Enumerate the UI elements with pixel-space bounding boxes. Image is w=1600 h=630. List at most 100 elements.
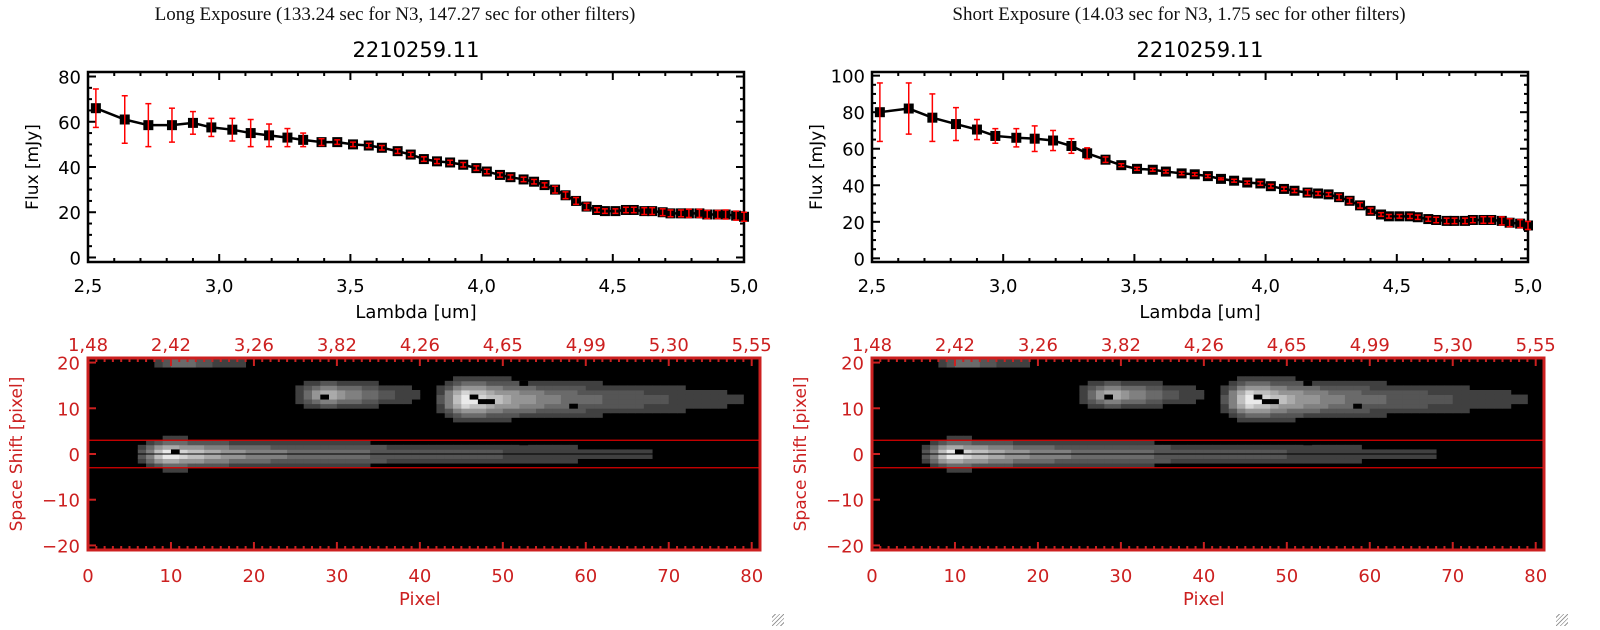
image-pixel xyxy=(1270,390,1279,395)
image-pixel xyxy=(1029,444,1039,450)
image-pixel xyxy=(303,444,313,450)
image-pixel xyxy=(1311,390,1321,395)
image-pixel xyxy=(569,390,578,395)
image-pixel xyxy=(270,440,280,446)
image-pixel xyxy=(502,444,512,450)
image-pixel xyxy=(469,408,479,414)
image-pixel xyxy=(461,403,471,409)
resize-grip[interactable] xyxy=(1556,614,1568,626)
top-axis-tick-label: 3,82 xyxy=(1101,335,1141,356)
image-pixel xyxy=(1502,403,1512,409)
image-pixel xyxy=(996,458,1006,464)
image-pixel xyxy=(494,444,504,450)
image-pixel xyxy=(1394,449,1404,455)
image-pixel xyxy=(1386,449,1396,455)
y-tick-label: 0 xyxy=(854,249,865,270)
error-bar xyxy=(145,102,152,148)
image-pixel xyxy=(1071,454,1080,459)
image-pixel xyxy=(162,358,172,363)
image-pixel xyxy=(1494,403,1503,409)
image-pixel xyxy=(262,444,271,450)
resize-grip[interactable] xyxy=(772,614,784,626)
image-pixel xyxy=(253,463,263,469)
image-pixel xyxy=(394,444,404,450)
error-bar xyxy=(284,127,291,148)
image-pixel xyxy=(320,440,329,446)
image-pixel xyxy=(1046,444,1055,450)
x-axis-label: Lambda [um] xyxy=(1139,302,1260,323)
image-pixel xyxy=(938,362,948,368)
image-pixel xyxy=(1295,444,1304,450)
image-pixel xyxy=(1270,394,1279,400)
image-pixel xyxy=(1170,454,1180,459)
image-pixel xyxy=(519,390,529,395)
image-pixel xyxy=(643,399,653,405)
image-pixel xyxy=(1104,390,1113,395)
image-pixel xyxy=(544,394,553,400)
image-pixel xyxy=(502,454,512,459)
image-pixel xyxy=(179,435,188,441)
image-pixel xyxy=(469,449,479,455)
image-pixel xyxy=(287,444,296,450)
image-pixel xyxy=(1344,444,1354,450)
image-pixel xyxy=(1220,399,1230,405)
image-pixel xyxy=(1328,394,1337,400)
image-pixel xyxy=(1178,394,1188,400)
image-pixel xyxy=(1402,390,1412,395)
image-pixel xyxy=(544,380,553,386)
image-pixel xyxy=(1212,458,1221,464)
image-pixel xyxy=(386,399,396,405)
image-pixel xyxy=(245,463,255,469)
image-pixel xyxy=(353,390,363,395)
image-pixel xyxy=(1402,408,1412,414)
y-tick-label: 20 xyxy=(57,354,80,375)
error-bar xyxy=(741,211,747,223)
image-pixel xyxy=(946,358,956,363)
error-bar xyxy=(704,209,711,220)
image-pixel xyxy=(1353,390,1362,395)
image-pixel xyxy=(519,399,529,405)
image-pixel xyxy=(328,403,338,409)
image-pixel xyxy=(345,380,354,386)
image-pixel xyxy=(303,449,313,455)
image-pixel xyxy=(1452,394,1462,400)
image-pixel xyxy=(963,444,972,450)
image-pixel xyxy=(312,399,321,405)
image-pixel xyxy=(1162,399,1172,405)
image-pixel xyxy=(1096,390,1105,395)
image-pixel xyxy=(1261,403,1271,409)
image-pixel xyxy=(1071,458,1080,464)
error-bar xyxy=(696,208,703,219)
image-pixel xyxy=(544,399,553,405)
image-pixel xyxy=(1353,454,1362,459)
image-pixel xyxy=(930,463,939,469)
image-pixel xyxy=(162,454,172,459)
image-pixel xyxy=(971,358,981,363)
image-pixel xyxy=(1286,380,1296,386)
image-pixel xyxy=(1046,454,1055,459)
image-pixel xyxy=(643,454,653,459)
image-pixel xyxy=(436,394,446,400)
image-pixel xyxy=(1212,444,1221,450)
image-pixel xyxy=(1145,403,1155,409)
image-pixel xyxy=(1485,394,1495,400)
image-pixel xyxy=(652,390,661,395)
image-pixel xyxy=(1120,385,1130,391)
image-pixel xyxy=(477,403,487,409)
image-pixel xyxy=(635,403,645,409)
image-pixel xyxy=(403,385,412,391)
image-pixel xyxy=(436,458,446,464)
image-pixel xyxy=(461,394,471,400)
image-pixel xyxy=(295,454,305,459)
image-pixel xyxy=(1195,458,1205,464)
image-pixel xyxy=(1369,390,1379,395)
image-pixel xyxy=(295,458,305,464)
image-pixel xyxy=(954,440,964,446)
image-pixel xyxy=(287,440,296,446)
error-bar xyxy=(722,209,729,220)
image-pixel xyxy=(1062,463,1072,469)
image-pixel xyxy=(1386,408,1396,414)
image-pixel xyxy=(1303,454,1313,459)
y-tick-label: −10 xyxy=(42,491,80,512)
image-pixel xyxy=(253,440,263,446)
